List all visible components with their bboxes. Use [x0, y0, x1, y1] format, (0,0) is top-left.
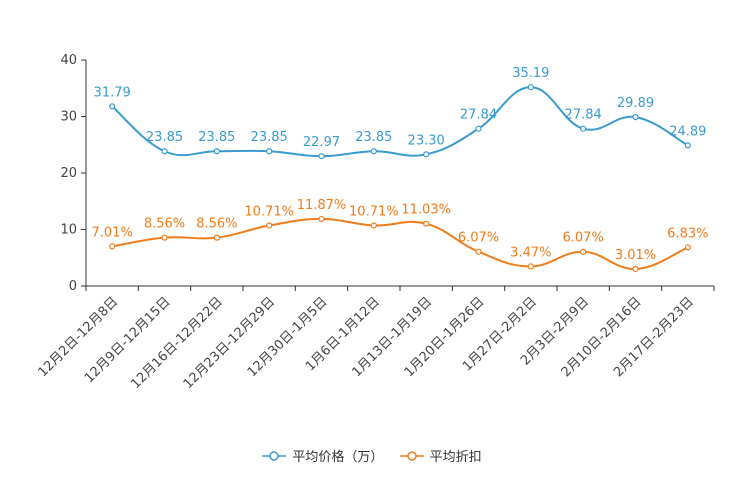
data-label: 6.83%: [667, 226, 708, 241]
data-point[interactable]: [580, 248, 587, 255]
data-label: 23.85: [251, 130, 288, 145]
data-label: 11.03%: [401, 203, 451, 218]
legend-item-price[interactable]: 平均价格（万）: [262, 446, 383, 465]
data-point[interactable]: [370, 222, 377, 229]
data-label: 10.71%: [244, 204, 294, 219]
y-tick-label: 10: [60, 223, 77, 238]
data-label: 3.47%: [510, 245, 551, 260]
y-tick-label: 0: [69, 279, 77, 294]
data-label: 23.85: [198, 130, 235, 145]
data-label: 22.97: [303, 135, 340, 150]
series-layer: 31.79 23.85 23.85 23.85 22.97 23.85 23.30 27.84…: [92, 66, 708, 273]
data-label: 8.56%: [196, 217, 237, 232]
data-point[interactable]: [370, 148, 377, 155]
axes: 01020304012月2日-12月8日12月9日-12月15日12月16日-1…: [35, 53, 715, 392]
data-point[interactable]: [109, 103, 116, 110]
data-point[interactable]: [213, 148, 220, 155]
data-label: 23.85: [355, 130, 392, 145]
data-label: 35.19: [512, 66, 549, 81]
data-label: 29.89: [617, 96, 654, 111]
data-label: 23.85: [146, 130, 183, 145]
data-label: 7.01%: [92, 225, 133, 240]
data-label: 6.07%: [563, 231, 604, 246]
y-tick-label: 20: [60, 166, 77, 181]
legend-discount-label: 平均折扣: [429, 450, 482, 465]
data-point[interactable]: [423, 220, 430, 227]
data-point[interactable]: [318, 153, 325, 160]
data-label: 31.79: [94, 85, 131, 100]
data-point[interactable]: [213, 234, 220, 241]
data-point[interactable]: [109, 243, 116, 250]
legend-item-discount[interactable]: 平均折扣: [399, 446, 482, 465]
data-label: 27.84: [460, 108, 497, 123]
series-line: [112, 217, 689, 270]
data-point[interactable]: [684, 142, 691, 149]
data-label: 11.87%: [297, 198, 347, 213]
legend: 平均价格（万） 平均折扣: [0, 446, 744, 466]
data-point[interactable]: [266, 148, 273, 155]
data-point[interactable]: [318, 215, 325, 223]
data-point[interactable]: [423, 151, 430, 158]
data-point[interactable]: [475, 125, 482, 132]
x-tick-label: 12月16日-12月22日: [128, 294, 225, 391]
series-1: 7.01%8.56% 8.56%10.71% 11.87% 10.71% 11.03%6…: [92, 198, 708, 273]
data-label: 6.07%: [458, 231, 499, 246]
data-label: 8.56%: [144, 217, 185, 232]
data-label: 3.01%: [615, 248, 656, 263]
data-point[interactable]: [161, 234, 168, 241]
data-label: 27.84: [565, 108, 602, 123]
data-label: 10.71%: [349, 204, 399, 219]
data-point[interactable]: [632, 114, 639, 121]
data-point[interactable]: [684, 244, 691, 251]
data-point[interactable]: [475, 248, 482, 255]
data-point[interactable]: [527, 263, 534, 270]
data-point[interactable]: [527, 84, 534, 91]
y-tick-label: 30: [60, 110, 77, 125]
x-tick-label: 12月23日-12月29日: [181, 294, 278, 391]
legend-discount-line-icon: [399, 450, 424, 461]
y-tick-label: 40: [60, 53, 77, 68]
data-point[interactable]: [266, 222, 273, 229]
data-label: 23.30: [408, 133, 445, 148]
line-chart: 01020304012月2日-12月8日12月9日-12月15日12月16日-1…: [35, 53, 715, 392]
legend-price-label: 平均价格（万）: [292, 450, 384, 465]
series-0: 31.79 23.85 23.85 23.85 22.97 23.85 23.30 27.84…: [94, 66, 706, 160]
data-point[interactable]: [632, 265, 639, 273]
data-point[interactable]: [580, 125, 587, 132]
legend-price-line-icon: [262, 450, 287, 461]
data-label: 24.89: [669, 124, 706, 139]
series-line: [111, 86, 689, 158]
data-point[interactable]: [161, 148, 168, 155]
